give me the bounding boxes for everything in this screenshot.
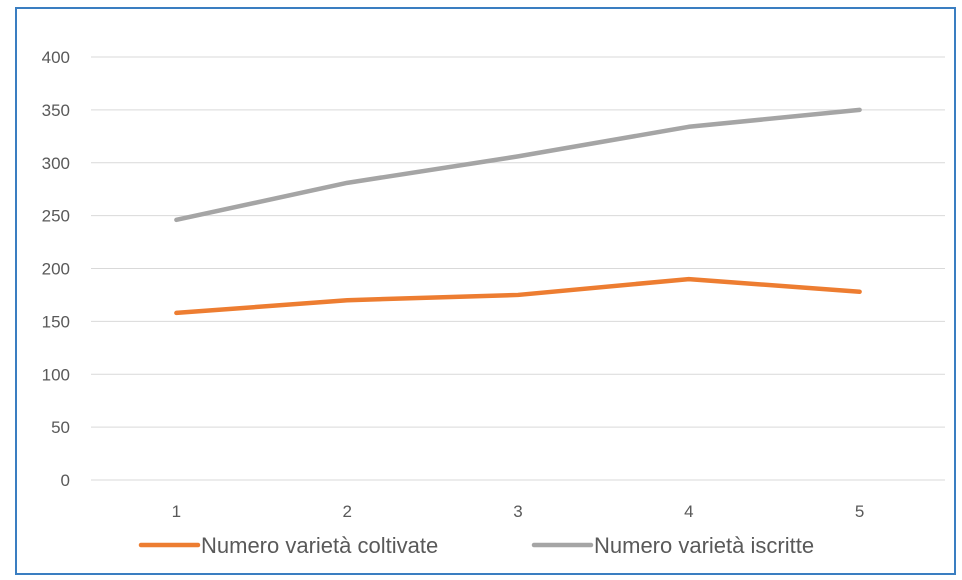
series-line-1 [174, 276, 862, 316]
x-tick-label: 5 [855, 502, 864, 521]
x-tick-label: 2 [342, 502, 351, 521]
x-tick-label: 4 [684, 502, 693, 521]
gridlines [91, 56, 945, 481]
y-tick-label: 250 [42, 207, 70, 226]
y-tick-label: 150 [42, 312, 70, 331]
y-tick-label: 0 [61, 471, 70, 490]
series-line-2 [174, 107, 862, 223]
series-lines [174, 107, 862, 316]
y-tick-label: 100 [42, 365, 70, 384]
x-tick-label: 3 [513, 502, 522, 521]
legend-label: Numero varietà iscritte [594, 533, 814, 558]
legend-label: Numero varietà coltivate [201, 533, 438, 558]
legend: Numero varietà coltivate Numero varietà i… [138, 533, 814, 558]
y-tick-label: 50 [51, 418, 70, 437]
x-axis-tick-labels: 1 2 3 4 5 [172, 502, 865, 521]
x-tick-label: 1 [172, 502, 181, 521]
y-axis-tick-labels: 0 50 100 150 200 250 300 350 400 [42, 48, 70, 490]
y-tick-label: 400 [42, 48, 70, 67]
y-tick-label: 300 [42, 154, 70, 173]
y-tick-label: 350 [42, 101, 70, 120]
y-tick-label: 200 [42, 260, 70, 279]
